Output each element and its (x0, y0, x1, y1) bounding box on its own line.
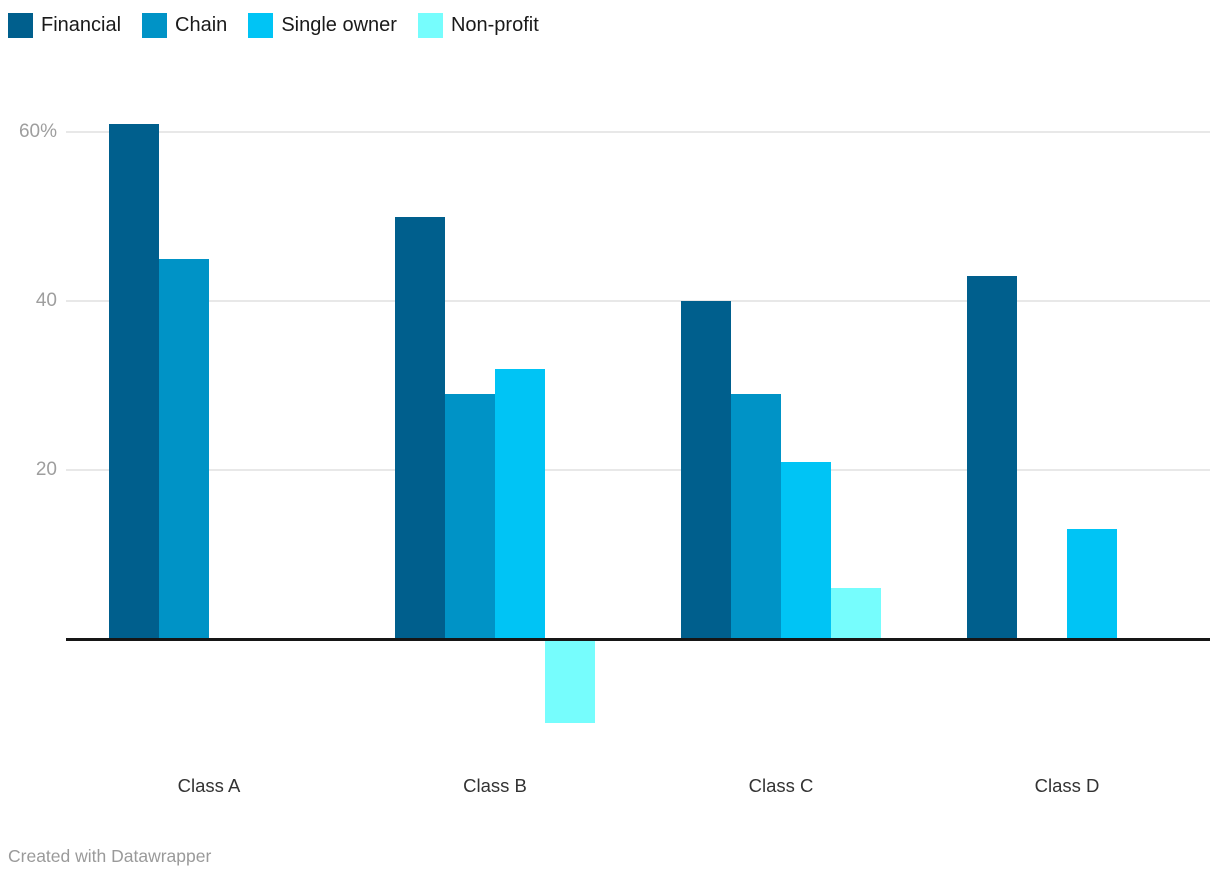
x-axis-label-class-a: Class A (177, 775, 241, 796)
bar-single-owner-class-d (1067, 529, 1117, 639)
legend-item-non-profit: Non-profit (417, 13, 539, 38)
bar-chain-class-b (445, 393, 495, 639)
legend-label: Financial (41, 14, 122, 36)
legend-swatch-non-profit (417, 13, 443, 38)
x-axis-baseline (66, 638, 1210, 641)
legend-item-single-owner: Single owner (248, 13, 397, 38)
legend: Financial Chain Single owner Non-profit (8, 13, 539, 38)
bar-financial-class-a (109, 123, 159, 639)
legend-label: Non-profit (450, 14, 539, 36)
legend-item-chain: Chain (142, 13, 227, 38)
gridline-20 (66, 469, 1210, 471)
legend-swatch-financial (8, 13, 33, 38)
y-tick-label: 60% (18, 121, 57, 142)
bar-financial-class-d (967, 275, 1017, 639)
bar-single-owner-class-b (495, 368, 545, 639)
x-axis-label-class-d: Class D (1034, 775, 1100, 796)
legend-swatch-chain (142, 13, 168, 38)
y-tick-label: 20 (35, 459, 57, 480)
bar-non-profit-class-c (831, 588, 881, 639)
bar-chain-class-c (731, 393, 781, 639)
legend-item-financial: Financial (8, 13, 121, 38)
x-axis-label-class-b: Class B (463, 775, 527, 796)
bar-single-owner-class-c (781, 461, 831, 639)
bar-non-profit-class-b (545, 641, 595, 723)
y-tick-label: 40 (35, 290, 57, 311)
legend-label: Single owner (281, 14, 397, 36)
credit-line: Created with Datawrapper (8, 846, 212, 866)
bar-chain-class-a (159, 258, 209, 639)
gridline-40 (66, 300, 1210, 302)
bar-financial-class-b (395, 216, 445, 639)
legend-label: Chain (175, 14, 228, 36)
x-axis-label-class-c: Class C (748, 775, 814, 796)
legend-swatch-single-owner (248, 13, 274, 38)
bar-financial-class-c (681, 301, 731, 639)
gridline-60 (66, 131, 1210, 133)
